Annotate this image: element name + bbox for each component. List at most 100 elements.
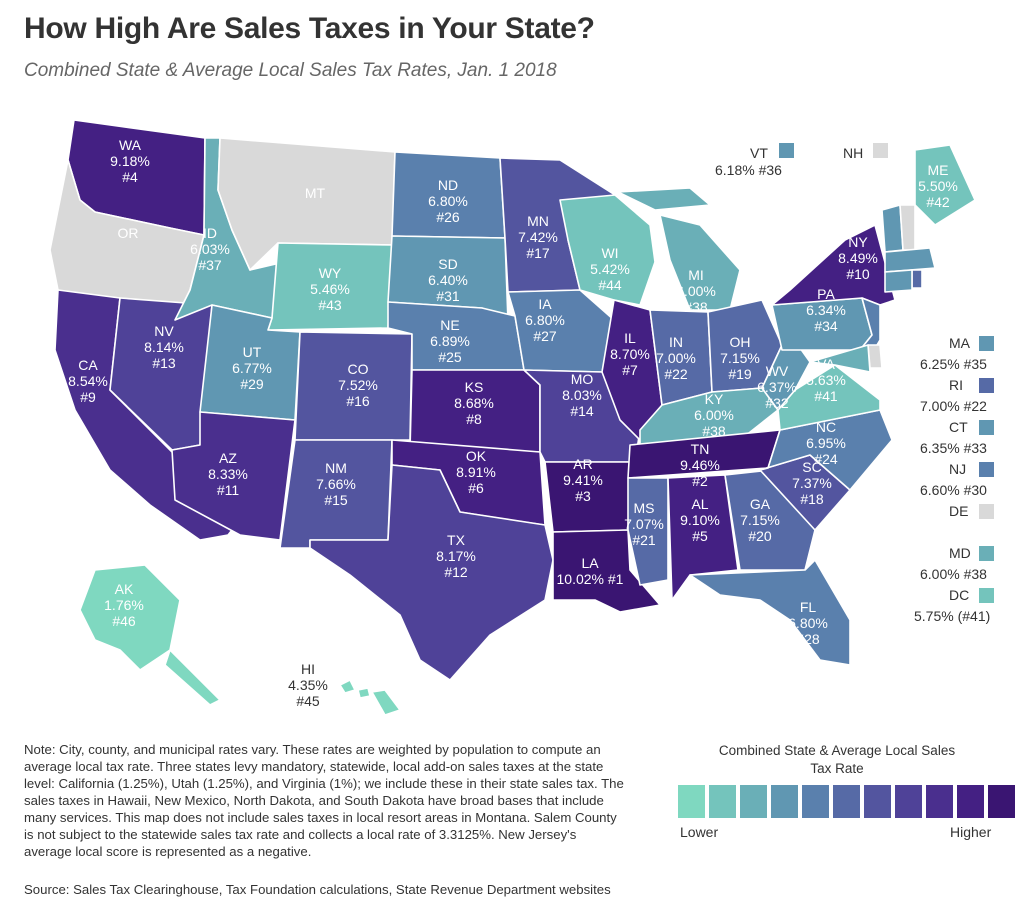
- state-me: [914, 144, 976, 226]
- state-label-fl: FL 6.80% #28: [788, 599, 828, 647]
- state-label-ar: AR 9.41% #3: [563, 456, 603, 504]
- state-label-tx: TX 8.17% #12: [436, 532, 476, 580]
- state-label-la: LA 10.02% #1: [557, 555, 624, 587]
- state-label-tn: TN 9.46% #2: [680, 441, 720, 489]
- small-state-swatch-nh: [873, 143, 888, 158]
- side-legend-abbr-ri: RI: [949, 377, 963, 393]
- side-legend-swatch-de: [979, 504, 994, 519]
- state-az: [171, 411, 296, 541]
- state-ms: [627, 477, 669, 586]
- legend-title: Combined State & Average Local Sales Tax…: [718, 743, 956, 776]
- side-legend-swatch-ct: [979, 420, 994, 435]
- state-label-mi: MI 6.00% #38: [676, 267, 716, 315]
- side-legend-abbr-dc: DC: [949, 587, 970, 603]
- state-label-in: IN 7.00% #22: [656, 334, 696, 382]
- side-legend-value-dc: 5.75% (#41): [914, 608, 991, 624]
- side-legend-abbr-nj: NJ: [949, 461, 967, 477]
- legend-swatch-9: [926, 785, 953, 818]
- state-hi: [339, 679, 401, 716]
- state-ma: [884, 247, 936, 273]
- state-label-or: OR: [118, 225, 139, 241]
- state-label-az: AZ 8.33% #11: [208, 450, 248, 498]
- state-label-ok: OK 8.91% #6: [456, 448, 496, 496]
- state-label-oh: OH 7.15% #19: [720, 334, 760, 382]
- state-label-mn: MN 7.42% #17: [518, 213, 558, 261]
- state-ri: [911, 269, 923, 289]
- side-legend-swatch-nj: [979, 462, 994, 477]
- state-label-ky: KY 6.00% #38: [694, 391, 734, 439]
- state-label-wy: WY 5.46% #43: [310, 265, 350, 313]
- state-label-il: IL 8.70% #7: [610, 330, 650, 378]
- legend-swatch-3: [740, 785, 767, 818]
- side-legend-value-ma: 6.25% #35: [920, 356, 987, 372]
- state-tx: [309, 464, 554, 681]
- state-md: [809, 344, 871, 373]
- state-label-nm: NM 7.66% #15: [316, 460, 356, 508]
- state-la: [552, 529, 661, 613]
- map-source: Source: Sales Tax Clearinghouse, Tax Fou…: [24, 882, 611, 897]
- state-label-mt: MT: [305, 185, 326, 201]
- state-label-hi: HI 4.35% #45: [288, 661, 328, 709]
- legend-swatch-7: [864, 785, 891, 818]
- state-label-ut: UT 6.77% #29: [232, 344, 272, 392]
- legend-swatch-2: [709, 785, 736, 818]
- legend-swatch-5: [802, 785, 829, 818]
- state-label-ms: MS 7.07% #21: [624, 500, 664, 548]
- legend-high-label: Higher: [950, 824, 992, 840]
- state-label-sc: SC 7.37% #18: [792, 459, 832, 507]
- state-fl: [689, 559, 851, 666]
- side-legend-abbr-ct: CT: [949, 419, 968, 435]
- state-label-ny: NY 8.49% #10: [838, 234, 878, 282]
- state-label-wa: WA 9.18% #4: [110, 137, 150, 185]
- side-legend-abbr-de: DE: [949, 503, 969, 519]
- side-legend-swatch-dc: [979, 588, 994, 603]
- small-state-swatch-vt: [779, 143, 794, 158]
- state-label-ia: IA 6.80% #27: [525, 296, 565, 344]
- side-legend-value-ct: 6.35% #33: [920, 440, 987, 456]
- state-label-ak: AK 1.76% #46: [104, 581, 144, 629]
- small-state-value-vt: 6.18% #36: [715, 162, 782, 178]
- page-title: How High Are Sales Taxes in Your State?: [24, 12, 595, 45]
- side-legend-value-md: 6.00% #38: [920, 566, 987, 582]
- small-state-label-vt: VT: [750, 145, 768, 161]
- legend-low-label: Lower: [680, 824, 719, 840]
- side-legend-swatch-md: [979, 546, 994, 561]
- legend-swatch-1: [678, 785, 705, 818]
- state-label-nd: ND 6.80% #26: [428, 177, 468, 225]
- state-label-wv: WV 6.37% #32: [757, 363, 797, 411]
- state-label-co: CO 7.52% #16: [338, 361, 378, 409]
- legend-scale: [678, 785, 1015, 818]
- state-label-sd: SD 6.40% #31: [428, 256, 468, 304]
- state-label-va: VA 5.63% #41: [806, 356, 846, 404]
- state-label-ks: KS 8.68% #8: [454, 379, 494, 427]
- state-label-id: ID 6.03% #37: [190, 225, 230, 273]
- legend-swatch-4: [771, 785, 798, 818]
- legend-swatch-11: [988, 785, 1015, 818]
- state-ia: [507, 289, 615, 373]
- state-label-nv: NV 8.14% #13: [144, 323, 184, 371]
- legend-swatch-6: [833, 785, 860, 818]
- side-legend-value-nj: 6.60% #30: [920, 482, 987, 498]
- state-label-ga: GA 7.15% #20: [740, 496, 780, 544]
- state-nh: [899, 204, 916, 251]
- map-note: Note: City, county, and municipal rates …: [24, 742, 624, 859]
- legend-swatch-8: [895, 785, 922, 818]
- side-legend-swatch-ri: [979, 378, 994, 393]
- side-legend-swatch-ma: [979, 336, 994, 351]
- state-ak: [79, 564, 221, 706]
- state-label-nc: NC 6.95% #24: [806, 419, 846, 467]
- side-legend-value-ri: 7.00% #22: [920, 398, 987, 414]
- side-legend-abbr-md: MD: [949, 545, 971, 561]
- state-wy: [267, 242, 393, 331]
- side-legend-abbr-ma: MA: [949, 335, 970, 351]
- legend-swatch-10: [957, 785, 984, 818]
- state-label-ne: NE 6.89% #25: [430, 317, 470, 365]
- state-ny: [771, 224, 896, 306]
- page-subtitle: Combined State & Average Local Sales Tax…: [24, 60, 557, 81]
- state-al: [667, 474, 739, 601]
- state-label-ca: CA 8.54% #9: [68, 357, 108, 405]
- state-ct: [884, 269, 913, 293]
- us-map: WA 9.18% #4 OR CA 8.54% #9 NV 8.14% #13 ID 6.03% #37…: [49, 119, 976, 716]
- state-label-me: ME 5.50% #42: [918, 162, 958, 210]
- state-label-al: AL 9.10% #5: [680, 496, 720, 544]
